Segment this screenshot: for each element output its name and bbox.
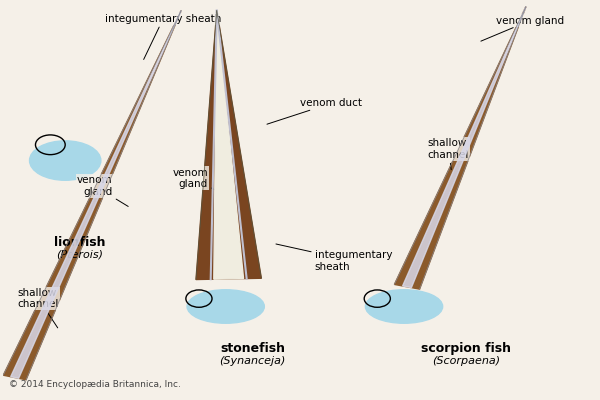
Ellipse shape bbox=[365, 290, 443, 323]
Text: lionfish: lionfish bbox=[55, 236, 106, 248]
Text: stonefish: stonefish bbox=[220, 342, 285, 355]
Text: venom gland: venom gland bbox=[481, 16, 564, 41]
Text: venom
gland: venom gland bbox=[77, 175, 128, 206]
Text: venom duct: venom duct bbox=[267, 98, 362, 124]
Text: integumentary
sheath: integumentary sheath bbox=[276, 244, 392, 272]
Ellipse shape bbox=[29, 141, 101, 180]
Text: (Scorpaena): (Scorpaena) bbox=[433, 356, 500, 366]
Text: shallow
channel: shallow channel bbox=[428, 138, 469, 170]
Text: integumentary sheath: integumentary sheath bbox=[105, 14, 221, 60]
Text: shallow
channel: shallow channel bbox=[17, 288, 59, 328]
Text: venom
gland: venom gland bbox=[172, 168, 235, 199]
Polygon shape bbox=[214, 11, 244, 279]
Polygon shape bbox=[394, 7, 526, 289]
Text: scorpion fish: scorpion fish bbox=[421, 342, 511, 355]
Polygon shape bbox=[11, 11, 181, 378]
Text: (Synanceja): (Synanceja) bbox=[219, 356, 286, 366]
Polygon shape bbox=[403, 7, 526, 288]
Text: © 2014 Encyclopædia Britannica, Inc.: © 2014 Encyclopædia Britannica, Inc. bbox=[9, 380, 181, 389]
Ellipse shape bbox=[187, 290, 265, 323]
Polygon shape bbox=[3, 11, 181, 380]
Text: (Pterois): (Pterois) bbox=[56, 249, 104, 259]
Polygon shape bbox=[196, 11, 262, 280]
